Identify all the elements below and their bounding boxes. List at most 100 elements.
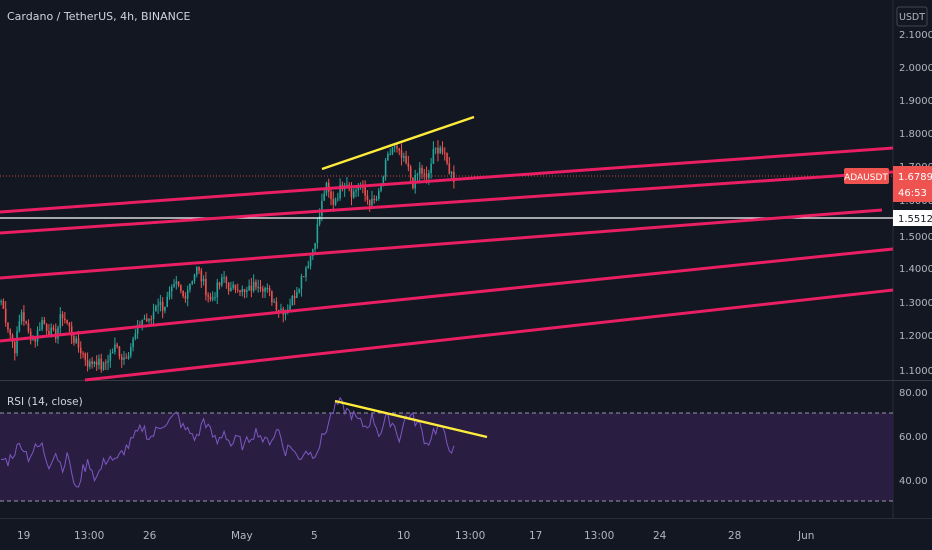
candle-body bbox=[175, 281, 178, 284]
horizontal-line-price-tag bbox=[893, 210, 932, 226]
candle-body bbox=[64, 318, 66, 321]
candle-body bbox=[202, 279, 205, 282]
candle-body bbox=[104, 362, 107, 364]
candle-body bbox=[155, 305, 157, 312]
candle-body bbox=[132, 338, 134, 348]
time-label: 13:00 bbox=[455, 530, 485, 542]
candle-body bbox=[296, 292, 298, 298]
candle-body bbox=[443, 152, 446, 154]
rsi-line bbox=[1, 396, 455, 488]
candle-body bbox=[423, 173, 426, 175]
candle-body bbox=[18, 321, 21, 332]
candle-body bbox=[50, 327, 52, 336]
candle-body bbox=[416, 174, 419, 176]
candle-body bbox=[100, 358, 103, 370]
candle-body bbox=[164, 306, 166, 311]
time-label: 17 bbox=[529, 530, 542, 542]
last-price-tag bbox=[893, 166, 932, 202]
candle-body bbox=[243, 289, 246, 292]
candle-body bbox=[198, 267, 200, 271]
candle-body bbox=[84, 353, 87, 361]
candle-body bbox=[236, 289, 239, 291]
candle-body bbox=[59, 314, 62, 328]
candle-body bbox=[193, 274, 196, 282]
candle-body bbox=[271, 291, 273, 303]
rsi-level-label: 40.00 bbox=[899, 476, 928, 487]
candle-body bbox=[61, 314, 64, 319]
candle-body bbox=[218, 282, 221, 286]
candle-body bbox=[186, 289, 189, 299]
time-label: 5 bbox=[311, 530, 318, 542]
candle-body bbox=[396, 146, 398, 149]
price-label: 1.4000 bbox=[899, 264, 932, 275]
candle-body bbox=[273, 301, 275, 303]
candle-body bbox=[123, 357, 125, 360]
candle-body bbox=[68, 323, 71, 327]
candle-body bbox=[400, 150, 403, 158]
candle-body bbox=[234, 284, 237, 290]
candle-body bbox=[450, 171, 453, 174]
candle-body bbox=[180, 285, 182, 291]
candle-body bbox=[264, 288, 266, 292]
candle-body bbox=[7, 322, 9, 330]
candle-body bbox=[191, 281, 194, 284]
candle-body bbox=[216, 282, 219, 298]
candle-body bbox=[177, 281, 180, 286]
candle-body bbox=[184, 296, 187, 299]
candle-body bbox=[13, 341, 16, 354]
candle-body bbox=[246, 290, 248, 292]
candle-body bbox=[16, 331, 18, 354]
candle-body bbox=[77, 338, 80, 348]
candle-body bbox=[252, 281, 255, 291]
candle-body bbox=[375, 198, 378, 201]
price-label: 1.3000 bbox=[899, 298, 932, 309]
candle-body bbox=[432, 149, 435, 164]
candle-body bbox=[127, 355, 130, 359]
price-divergence-line[interactable] bbox=[321, 115, 475, 171]
symbol-badge-label: ADAUSDT bbox=[844, 173, 888, 183]
candle-body bbox=[309, 256, 312, 266]
candle-body bbox=[73, 336, 75, 343]
time-axis[interactable]: 19 13:00 26 May 5 10 13:00 17 13:00 24 2… bbox=[17, 530, 814, 542]
channel-line-1[interactable] bbox=[0, 146, 894, 214]
candle-body bbox=[157, 305, 159, 307]
rsi-level-label: 80.00 bbox=[899, 388, 928, 399]
candle-body bbox=[173, 283, 175, 287]
candle-body bbox=[339, 184, 341, 199]
candle-body bbox=[189, 283, 191, 290]
price-label: 1.2000 bbox=[899, 331, 932, 342]
candle-body bbox=[314, 243, 316, 250]
price-axis[interactable] bbox=[893, 0, 932, 518]
candle-body bbox=[23, 312, 25, 322]
channel-line-4[interactable] bbox=[0, 247, 894, 343]
candle-body bbox=[111, 351, 114, 353]
candle-body bbox=[221, 277, 223, 286]
channel-line-2[interactable] bbox=[0, 170, 894, 235]
candle-body bbox=[150, 318, 153, 320]
candle-body bbox=[9, 329, 12, 336]
candle-body bbox=[425, 173, 428, 178]
candle-body bbox=[446, 153, 448, 164]
candle-body bbox=[300, 276, 303, 289]
candle-body bbox=[66, 320, 68, 324]
rsi-level-label: 60.00 bbox=[899, 432, 928, 443]
candle-body bbox=[200, 270, 203, 282]
candle-body bbox=[161, 301, 164, 311]
candle-body bbox=[421, 167, 423, 174]
candle-body bbox=[98, 358, 100, 365]
channel-line-3[interactable] bbox=[0, 208, 883, 280]
time-label: 19 bbox=[17, 530, 30, 542]
channel-lines[interactable] bbox=[0, 146, 894, 382]
price-label: 2.1000 bbox=[899, 30, 932, 41]
channel-line-5[interactable] bbox=[84, 288, 894, 382]
candle-body bbox=[364, 187, 366, 196]
candle-body bbox=[268, 288, 271, 292]
candle-body bbox=[89, 361, 91, 367]
currency-button[interactable] bbox=[896, 6, 928, 27]
candle-body bbox=[223, 277, 225, 279]
candle-body bbox=[250, 285, 253, 291]
price-pane[interactable] bbox=[0, 0, 893, 380]
rsi-divergence-line[interactable] bbox=[334, 399, 488, 439]
